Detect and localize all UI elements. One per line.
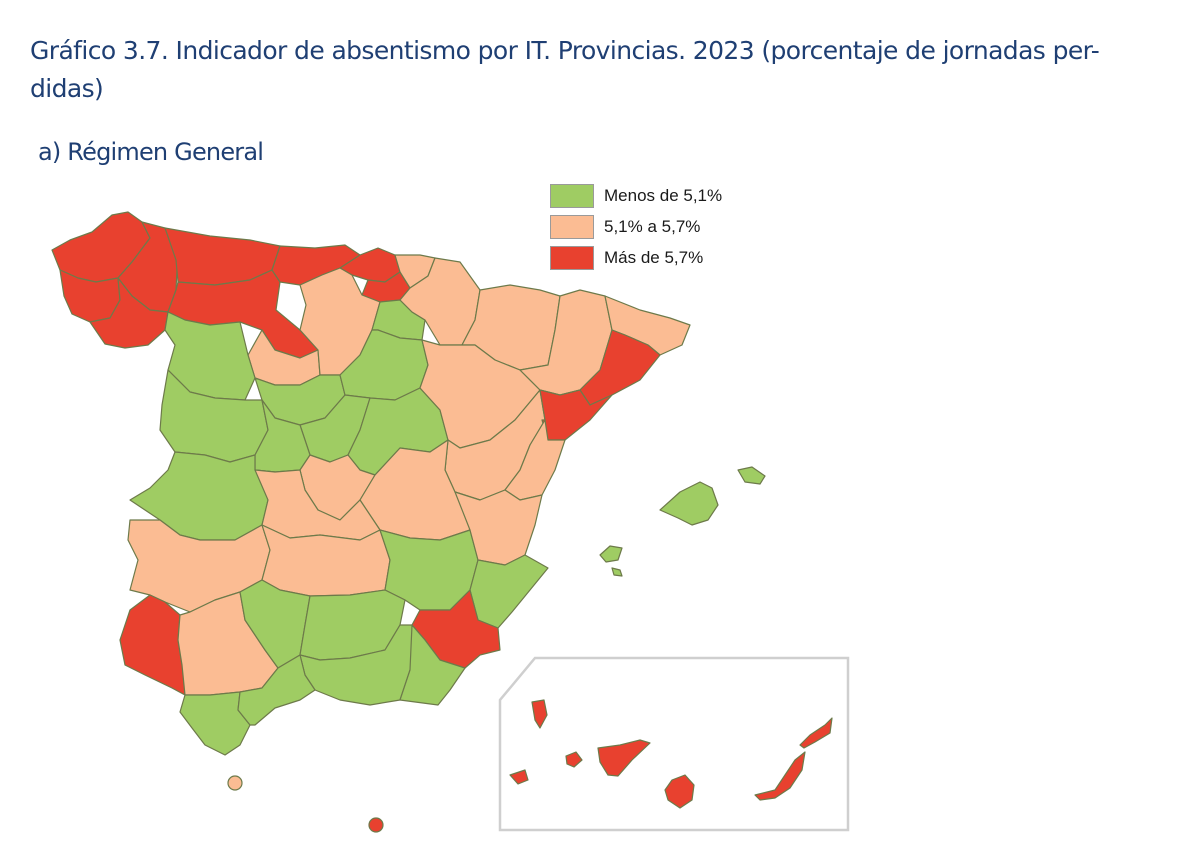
legend-label-low: Menos de 5,1% [604, 185, 723, 205]
chart-title-line-2: didas) [30, 74, 104, 103]
island-fuerteventura [754, 751, 806, 801]
island-la-palma [531, 699, 548, 729]
island-ibiza [599, 545, 623, 563]
island-menorca [737, 466, 766, 485]
legend-swatch-high [550, 245, 594, 270]
legend-item-mid: 5,1% a 5,7% [550, 211, 722, 242]
canary-islands-inset-frame [498, 656, 850, 832]
city-ceuta [227, 775, 243, 791]
chart-title: Gráfico 3.7. Indicador de absentismo por… [30, 32, 1180, 108]
chart-subtitle: a) Régimen General [38, 138, 264, 166]
island-mallorca [659, 481, 719, 526]
province-barcelona [579, 329, 661, 406]
legend-item-low: Menos de 5,1% [550, 180, 722, 211]
province-ciudad-real [261, 524, 391, 597]
legend-item-high: Más de 5,7% [550, 242, 722, 273]
island-tenerife [597, 739, 651, 777]
city-melilla [368, 817, 384, 833]
chart-title-line-1: Gráfico 3.7. Indicador de absentismo por… [30, 36, 1100, 65]
legend-swatch-mid [550, 214, 594, 239]
island-el-hierro [509, 769, 529, 785]
province-ourense [89, 277, 169, 349]
map-legend: Menos de 5,1% 5,1% a 5,7% Más de 5,7% [550, 180, 722, 273]
province-cadiz [179, 691, 251, 756]
island-formentera [611, 567, 623, 577]
island-la-gomera [565, 751, 583, 768]
island-gran-canaria [664, 774, 695, 809]
province-almeria [399, 624, 466, 706]
province-alicante [469, 554, 549, 629]
province-valencia [454, 489, 543, 566]
legend-label-high: Más de 5,7% [604, 247, 704, 267]
province-huelva [119, 594, 186, 696]
legend-swatch-low [550, 183, 594, 208]
province-malaga [237, 654, 316, 726]
legend-label-mid: 5,1% a 5,7% [604, 216, 701, 236]
island-lanzarote [799, 717, 833, 749]
